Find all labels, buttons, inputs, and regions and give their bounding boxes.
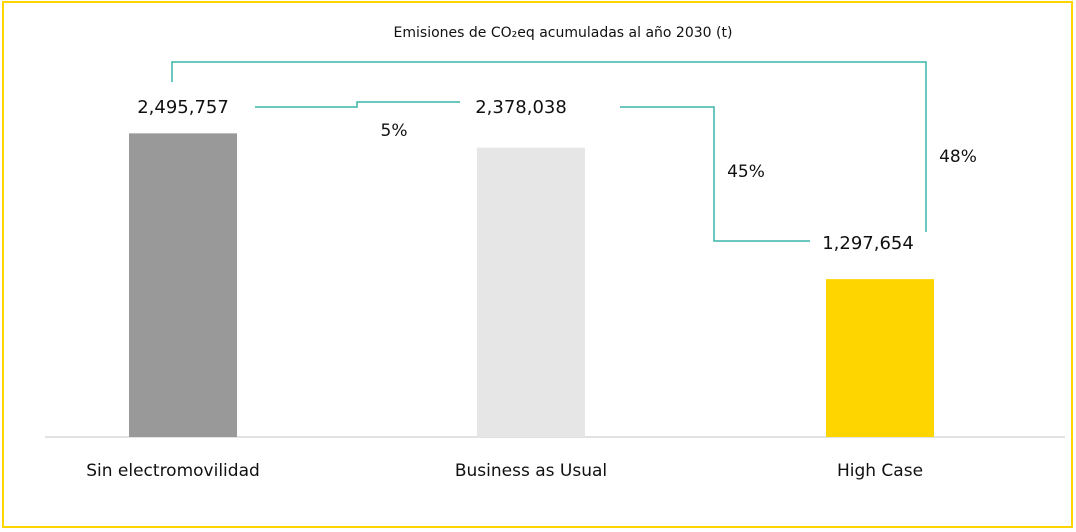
connectors [171,61,927,242]
connector [255,101,460,108]
annotation: 48% [939,147,977,167]
annotation: 5% [381,121,408,141]
value-label: 1,297,654 [822,233,914,254]
x-tick-label: Sin electromovilidad [86,461,260,481]
chart-title: Emisiones de CO₂eq acumuladas al año 203… [394,25,733,41]
x-tick-label: High Case [837,461,923,481]
annotation: 45% [727,162,765,182]
x-tick-label: Business as Usual [455,461,607,481]
connector [620,106,810,242]
bar [477,147,585,437]
bar [826,279,934,437]
value-label: 2,495,757 [137,97,229,118]
bar [129,133,237,438]
value-label: 2,378,038 [475,97,567,118]
connector [171,61,927,232]
